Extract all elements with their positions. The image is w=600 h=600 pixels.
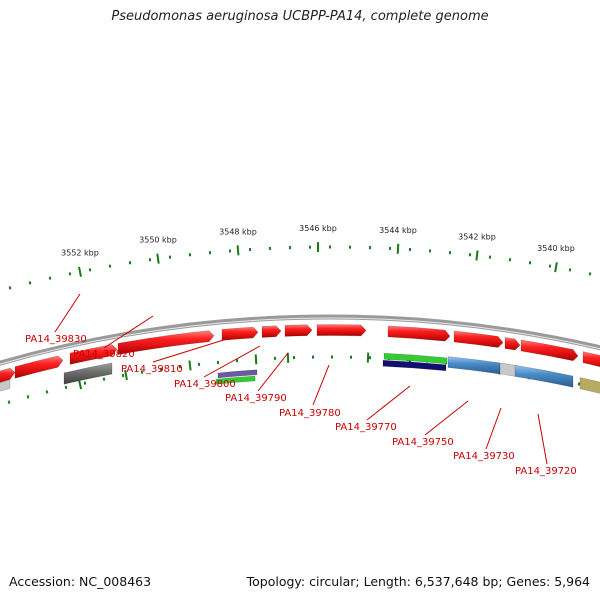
gene-leader-line <box>312 364 330 406</box>
inner-tick-minor <box>83 381 87 385</box>
gene-leader-line <box>152 337 231 363</box>
scale-label: 3542 kbp <box>458 232 496 241</box>
gene-leader-line <box>257 352 289 392</box>
scale-tick-minor <box>28 281 32 285</box>
inner-tick-minor <box>45 390 49 394</box>
gene-label[interactable]: PA14_39810 <box>121 364 183 375</box>
scale-label: 3546 kbp <box>299 224 337 233</box>
scale-tick-minor <box>48 276 52 280</box>
gene-label[interactable]: PA14_39750 <box>392 437 454 448</box>
scale-tick-minor <box>588 272 592 276</box>
cds-gray-light[interactable] <box>0 379 11 393</box>
khaki-feature[interactable] <box>579 377 600 398</box>
cds-forward[interactable] <box>261 325 282 338</box>
genome-summary-text: Topology: circular; Length: 6,537,648 bp… <box>246 574 590 589</box>
cds-forward[interactable] <box>221 326 259 341</box>
cds-forward[interactable] <box>316 324 367 337</box>
scale-tick-minor <box>8 286 12 290</box>
scale-tick-minor <box>68 272 72 276</box>
gene-label[interactable]: PA14_39770 <box>335 422 397 433</box>
scale-tick-major <box>156 253 160 264</box>
scale-tick-minor <box>548 264 552 268</box>
inner-tick-minor <box>26 395 30 399</box>
gene-label[interactable]: PA14_39790 <box>225 393 287 404</box>
scale-tick-major <box>236 245 240 256</box>
cds-blue[interactable] <box>447 356 501 375</box>
scale-tick-minor <box>88 268 92 272</box>
inner-tick-major <box>254 354 258 365</box>
inner-tick-major <box>124 369 128 381</box>
cds-forward[interactable] <box>453 330 504 348</box>
scale-label: 3548 kbp <box>219 227 257 236</box>
cds-forward[interactable] <box>0 367 16 384</box>
cds-forward[interactable] <box>284 324 313 337</box>
cds-blue[interactable] <box>514 364 574 388</box>
cds-forward[interactable] <box>117 330 215 355</box>
scale-tick-major <box>78 266 82 277</box>
cds-forward[interactable] <box>69 344 118 365</box>
inner-tick-major <box>188 360 192 371</box>
inner-tick-minor <box>121 373 125 378</box>
cds-forward[interactable] <box>520 339 579 362</box>
genome-backbone <box>0 314 600 366</box>
accession-text: Accession: NC_008463 <box>9 574 152 589</box>
scale-label: 3550 kbp <box>139 236 177 245</box>
inner-tick-minor <box>577 382 581 386</box>
gene-leader-line <box>485 407 502 450</box>
gene-label[interactable]: PA14_39730 <box>453 451 515 462</box>
scale-tick-major <box>396 243 400 254</box>
inner-tick-minor <box>102 377 106 381</box>
gene-label[interactable]: PA14_39720 <box>515 466 577 477</box>
scale-tick-minor <box>568 268 572 272</box>
gene-label[interactable]: PA14_39780 <box>279 408 341 419</box>
gene-leader-line <box>103 315 154 349</box>
scale-label: 3544 kbp <box>379 226 417 235</box>
cds-forward[interactable] <box>14 355 64 379</box>
gene-label[interactable]: PA14_39820 <box>73 349 135 360</box>
genome-backbone-highlight <box>0 317 600 365</box>
green-feature[interactable] <box>215 375 256 385</box>
gene-label[interactable]: PA14_39800 <box>174 379 236 390</box>
green-feature[interactable] <box>383 352 448 365</box>
cds-reverse-gray[interactable] <box>63 362 113 385</box>
cds-gray-light[interactable] <box>499 362 517 377</box>
scale-label: 3552 kbp <box>61 249 99 258</box>
gene-leader-line <box>537 413 548 465</box>
cds-forward[interactable] <box>387 325 451 342</box>
gene-label[interactable]: PA14_39830 <box>25 334 87 345</box>
navy-feature[interactable] <box>382 359 447 372</box>
map-title: Pseudomonas aeruginosa UCBPP-PA14, compl… <box>111 9 489 24</box>
gene-leader-line <box>54 293 81 333</box>
gene-leader-line <box>203 345 261 378</box>
inner-tick-major <box>77 379 83 390</box>
scale-label: 3540 kbp <box>537 244 575 253</box>
scale-tick-major <box>475 250 479 261</box>
purple-feature[interactable] <box>217 369 258 379</box>
cds-forward[interactable] <box>582 351 600 370</box>
inner-tick-minor <box>7 400 11 404</box>
gene-leader-line <box>366 385 411 421</box>
inner-tick-minor <box>64 385 68 390</box>
scale-tick-minor <box>108 264 112 268</box>
cds-forward[interactable] <box>504 337 521 351</box>
scale-tick-major <box>554 262 558 273</box>
gene-leader-line <box>424 400 469 436</box>
